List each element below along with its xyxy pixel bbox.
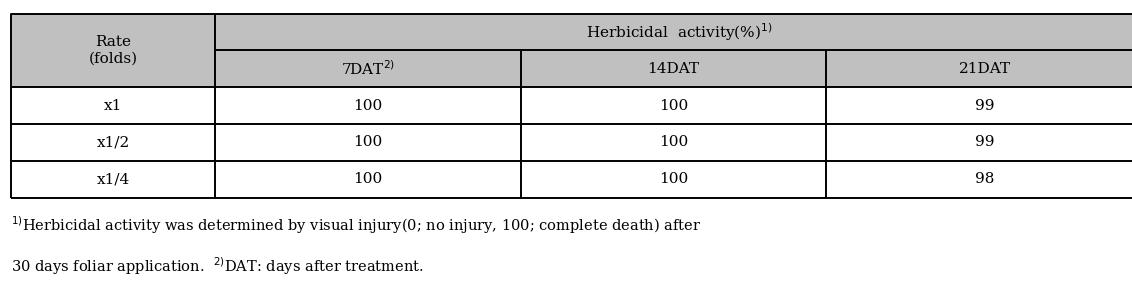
Bar <box>215 87 521 124</box>
Text: x1: x1 <box>104 99 122 113</box>
Text: 100: 100 <box>353 99 383 113</box>
Bar <box>11 14 1132 198</box>
Text: 14DAT: 14DAT <box>648 62 700 76</box>
Bar <box>521 124 826 161</box>
Text: x1/4: x1/4 <box>96 172 130 186</box>
Bar <box>215 14 1132 51</box>
Bar <box>11 161 215 198</box>
Bar <box>215 161 521 198</box>
Bar <box>11 124 215 161</box>
Bar <box>826 87 1132 124</box>
Text: $^{1)}$Herbicidal activity was determined by visual injury(0; no injury, 100; co: $^{1)}$Herbicidal activity was determine… <box>11 214 702 236</box>
Text: 100: 100 <box>353 135 383 149</box>
Text: Rate
(folds): Rate (folds) <box>88 35 138 65</box>
Text: 98: 98 <box>975 172 995 186</box>
Text: x1/2: x1/2 <box>96 135 130 149</box>
Bar <box>826 51 1132 87</box>
Bar <box>11 14 215 87</box>
Text: 100: 100 <box>659 135 688 149</box>
Text: 21DAT: 21DAT <box>959 62 1011 76</box>
Bar <box>11 87 215 124</box>
Text: 99: 99 <box>975 99 995 113</box>
Bar <box>215 124 521 161</box>
Bar <box>521 161 826 198</box>
Text: Herbicidal  activity(%)$^{1)}$: Herbicidal activity(%)$^{1)}$ <box>586 21 772 43</box>
Bar <box>521 87 826 124</box>
Bar <box>826 161 1132 198</box>
Text: 7DAT$^{2)}$: 7DAT$^{2)}$ <box>341 60 395 78</box>
Text: 30 days foliar application.  $^{2)}$DAT: days after treatment.: 30 days foliar application. $^{2)}$DAT: … <box>11 255 424 277</box>
Text: 100: 100 <box>659 172 688 186</box>
Bar <box>826 124 1132 161</box>
Bar <box>215 51 521 87</box>
Text: 100: 100 <box>353 172 383 186</box>
Bar <box>521 51 826 87</box>
Text: 100: 100 <box>659 99 688 113</box>
Text: 99: 99 <box>975 135 995 149</box>
